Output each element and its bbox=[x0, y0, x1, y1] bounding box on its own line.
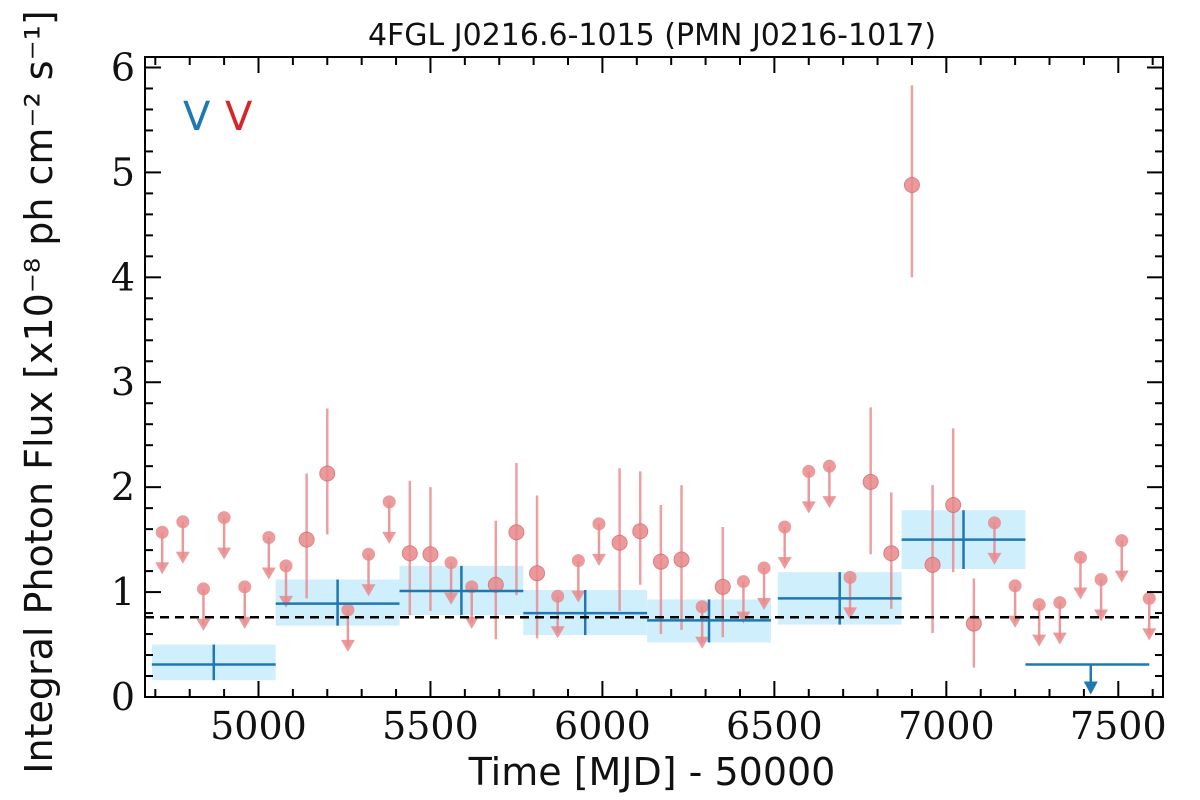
short-bin-ul-arrow-14 bbox=[444, 592, 459, 605]
short-bin-point-18 bbox=[529, 565, 546, 582]
short-bin-ul-arrow-26 bbox=[695, 636, 710, 649]
x-tick-label-0: 5000 bbox=[210, 704, 307, 748]
short-bin-ul-point-26 bbox=[695, 600, 709, 614]
short-bin-point-34 bbox=[862, 473, 879, 490]
x-tick-label-4: 7000 bbox=[898, 704, 995, 748]
short-bin-ul-point-2 bbox=[196, 582, 210, 596]
plot-area: 5000 5500 6000 6500 7000 7500 0 1 2 3 4 5 6 bbox=[111, 45, 1167, 748]
short-bin-ul-point-10 bbox=[362, 547, 376, 561]
short-bin-point-27 bbox=[714, 578, 731, 595]
short-bin-point-7 bbox=[298, 531, 315, 548]
short-bin-point-12 bbox=[401, 545, 418, 562]
y-tick-label-0: 0 bbox=[111, 675, 135, 719]
short-bin-point-8 bbox=[319, 465, 336, 482]
short-bin-point-22 bbox=[611, 534, 628, 551]
short-bin-ul-point-28 bbox=[736, 575, 750, 589]
short-bin-ul-point-41 bbox=[1008, 579, 1022, 593]
short-bin-ul-arrow-1 bbox=[175, 551, 190, 564]
y-tick-label-6: 6 bbox=[111, 45, 135, 89]
short-bin-ul-arrow-28 bbox=[736, 611, 751, 624]
short-bin-ul-arrow-21 bbox=[591, 553, 606, 566]
y-tick-label-4: 4 bbox=[111, 255, 135, 299]
short-bin-ul-point-33 bbox=[843, 570, 857, 584]
short-bin-ul-arrow-6 bbox=[279, 595, 294, 608]
short-bin-ul-point-14 bbox=[444, 556, 458, 570]
short-bin-ul-arrow-43 bbox=[1052, 632, 1067, 645]
short-bin-ul-arrow-47 bbox=[1142, 628, 1157, 641]
short-bin-ul-arrow-44 bbox=[1073, 587, 1088, 600]
short-bin-ul-arrow-11 bbox=[382, 531, 397, 544]
short-bin-ul-point-32 bbox=[822, 459, 836, 473]
y-tick-label-5: 5 bbox=[111, 150, 135, 194]
short-bin-ul-arrow-19 bbox=[550, 626, 565, 639]
y-axis-label: Integral Photon Flux [x10⁻⁸ ph cm⁻² s⁻¹] bbox=[17, 10, 61, 773]
short-bin-point-25 bbox=[673, 551, 690, 568]
short-bin-ul-point-19 bbox=[551, 589, 565, 603]
short-bin-ul-point-29 bbox=[757, 561, 771, 575]
short-bin-ul-point-6 bbox=[279, 559, 293, 573]
short-bin-ul-point-1 bbox=[176, 515, 190, 529]
short-bin-ul-point-40 bbox=[987, 516, 1001, 530]
short-bin-point-35 bbox=[883, 545, 900, 562]
short-bin-ul-point-5 bbox=[262, 531, 276, 545]
x-tick-label-1: 5500 bbox=[382, 704, 479, 748]
short-bin-ul-point-44 bbox=[1073, 550, 1087, 564]
short-bin-ul-point-45 bbox=[1094, 572, 1108, 586]
short-bin-point-38 bbox=[945, 497, 962, 513]
legend-entry-blue: V bbox=[183, 94, 211, 140]
short-bin-point-36 bbox=[903, 177, 920, 193]
x-tick-label-5: 7500 bbox=[1070, 704, 1167, 748]
short-bin-ul-point-43 bbox=[1053, 596, 1067, 610]
legend-entry-red: V bbox=[225, 94, 253, 140]
short-bin-ul-arrow-30 bbox=[777, 557, 792, 570]
short-bin-ul-arrow-4 bbox=[237, 616, 252, 629]
short-bin-ul-arrow-42 bbox=[1032, 634, 1047, 647]
short-bin-ul-arrow-46 bbox=[1114, 570, 1129, 583]
short-bin-ul-arrow-20 bbox=[571, 590, 586, 603]
short-bin-ul-point-21 bbox=[592, 517, 606, 531]
short-bin-point-17 bbox=[508, 524, 525, 541]
short-bin-ul-point-31 bbox=[802, 464, 816, 478]
short-bin-ul-point-3 bbox=[217, 511, 231, 525]
short-bin-ul-arrow-0 bbox=[155, 562, 170, 575]
short-bin-point-23 bbox=[632, 523, 649, 540]
short-bin-ul-point-42 bbox=[1032, 598, 1046, 612]
short-bin-ul-arrow-3 bbox=[217, 547, 232, 560]
axes-frame bbox=[144, 56, 1164, 698]
short-bin-ul-arrow-41 bbox=[1008, 615, 1023, 628]
short-bin-ul-arrow-31 bbox=[801, 501, 816, 514]
y-tick-label-2: 2 bbox=[111, 465, 135, 509]
short-bin-ul-arrow-5 bbox=[261, 567, 276, 580]
short-bin-ul-arrow-32 bbox=[822, 496, 837, 509]
short-bin-ul-point-46 bbox=[1115, 534, 1129, 548]
short-bin-point-24 bbox=[652, 553, 669, 570]
short-bin-ul-arrow-9 bbox=[340, 639, 355, 652]
short-bin-ul-arrow-33 bbox=[843, 607, 858, 620]
x-tick-label-2: 6000 bbox=[554, 704, 651, 748]
short-bin-ul-point-9 bbox=[341, 603, 355, 617]
short-bin-point-37 bbox=[924, 556, 941, 573]
short-bin-point-13 bbox=[422, 546, 439, 563]
x-axis-label: Time [MJD] - 50000 bbox=[468, 750, 836, 794]
y-tick-label-3: 3 bbox=[111, 360, 135, 404]
short-bin-ul-point-47 bbox=[1142, 591, 1156, 605]
short-bin-ul-point-20 bbox=[571, 554, 585, 568]
short-bin-ul-arrow-10 bbox=[361, 584, 376, 597]
x-tick-label-3: 6500 bbox=[726, 704, 823, 748]
short-bin-ul-point-4 bbox=[238, 580, 252, 594]
short-bin-ul-arrow-40 bbox=[987, 552, 1002, 565]
y-tick-label-1: 1 bbox=[111, 570, 135, 614]
short-bin-ul-point-11 bbox=[382, 495, 396, 509]
short-bin-ul-arrow-15 bbox=[464, 616, 479, 629]
long-bin-ul-arrow-7 bbox=[1083, 681, 1098, 695]
short-bin-ul-point-0 bbox=[155, 525, 169, 539]
chart-title: 4FGL J0216.6-1015 (PMN J0216-1017) bbox=[368, 18, 936, 53]
short-bin-ul-point-30 bbox=[778, 520, 792, 534]
legend: V V bbox=[183, 94, 253, 140]
short-bin-ul-arrow-29 bbox=[757, 597, 772, 610]
short-bin-ul-arrow-2 bbox=[196, 618, 211, 631]
short-bin-ul-arrow-45 bbox=[1094, 609, 1109, 622]
